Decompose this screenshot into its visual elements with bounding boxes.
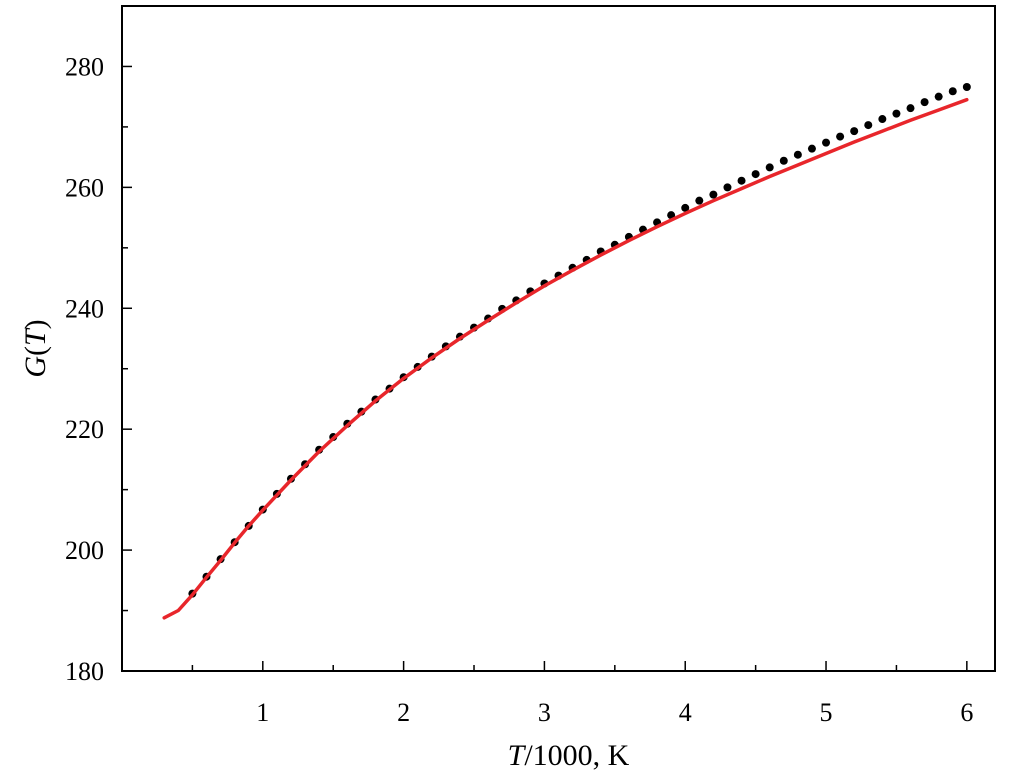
x-tick-label: 4 xyxy=(679,698,692,727)
y-tick-label: 220 xyxy=(65,415,104,444)
data-point xyxy=(695,196,704,205)
data-point xyxy=(906,104,915,113)
data-point xyxy=(962,83,971,92)
data-point xyxy=(836,132,845,141)
y-tick-label: 200 xyxy=(65,536,104,565)
data-point xyxy=(920,98,929,107)
x-axis: 1 2 3 4 5 6 xyxy=(191,661,973,727)
y-tick-label: 280 xyxy=(65,52,104,81)
data-point xyxy=(751,170,760,179)
y-axis-label-paren-close: ) xyxy=(19,319,52,329)
x-axis-label-var: T xyxy=(508,739,527,772)
data-point xyxy=(765,163,774,172)
x-tick-label: 1 xyxy=(256,698,269,727)
data-point xyxy=(864,121,873,130)
data-point xyxy=(793,150,802,159)
x-axis-label: T/1000, K xyxy=(508,739,630,772)
y-axis-label: G(T) xyxy=(19,319,52,377)
series-line xyxy=(162,97,969,620)
data-point xyxy=(948,87,957,96)
x-tick-label: 2 xyxy=(397,698,410,727)
data-point xyxy=(807,144,816,153)
y-axis-label-func: G xyxy=(19,356,52,378)
x-tick-label: 5 xyxy=(820,698,833,727)
data-point xyxy=(723,183,732,192)
data-point xyxy=(934,92,943,101)
plot-frame xyxy=(121,5,996,672)
y-tick-label: 260 xyxy=(65,173,104,202)
data-point xyxy=(737,176,746,185)
y-axis-label-paren-open: ( xyxy=(19,346,52,356)
data-point xyxy=(892,109,901,118)
data-point xyxy=(850,127,859,136)
x-tick-label: 3 xyxy=(538,698,551,727)
data-point xyxy=(779,156,788,165)
y-tick-label: 240 xyxy=(65,294,104,323)
plot-area xyxy=(162,83,971,620)
data-point xyxy=(681,203,690,212)
data-point xyxy=(709,190,718,199)
data-point xyxy=(878,115,887,124)
y-axis-label-arg: T xyxy=(19,327,52,346)
y-axis: 180 200 220 240 260 280 xyxy=(65,52,132,686)
x-axis-label-unit: /1000, K xyxy=(524,739,629,772)
y-tick-label: 180 xyxy=(65,657,104,686)
data-point xyxy=(822,138,831,147)
x-tick-label: 6 xyxy=(960,698,973,727)
